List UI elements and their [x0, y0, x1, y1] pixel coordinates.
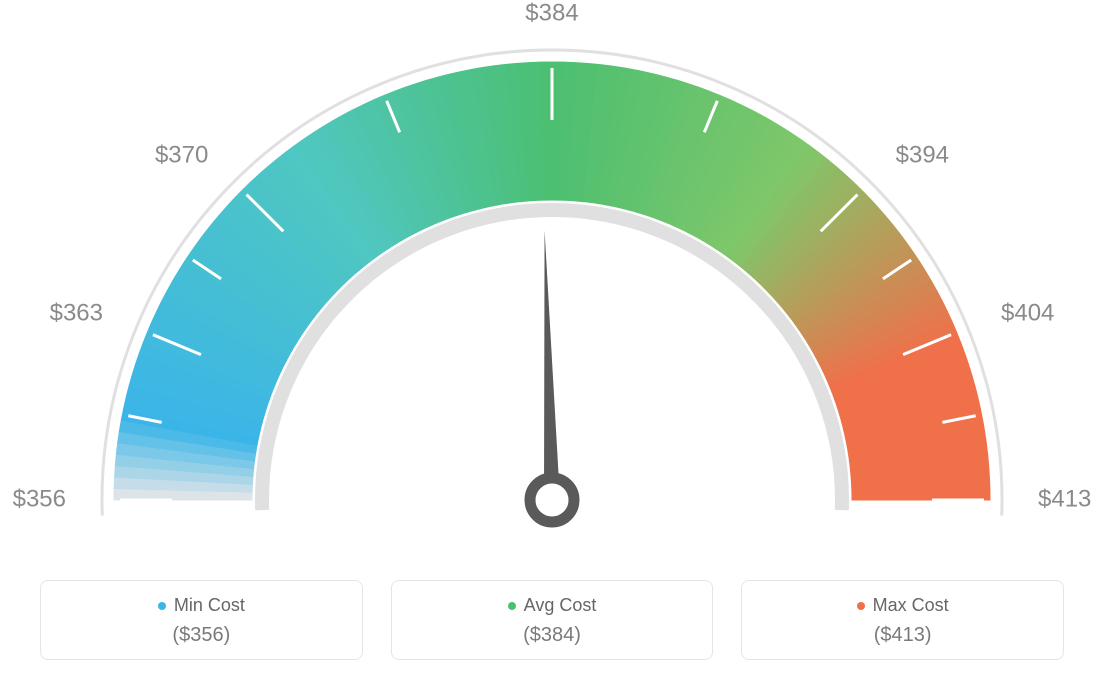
svg-text:$363: $363 [50, 299, 103, 326]
dot-icon [508, 602, 516, 610]
legend-value-max: ($413) [752, 624, 1053, 647]
gauge-svg: $356 $363 $370 $384 $394 $404 $413 [0, 0, 1104, 560]
legend-title-text: Avg Cost [524, 595, 597, 616]
svg-text:$404: $404 [1001, 299, 1054, 326]
dot-icon [158, 602, 166, 610]
svg-text:$356: $356 [13, 485, 66, 512]
legend-title-avg: Avg Cost [508, 595, 597, 616]
legend-value-min: ($356) [51, 624, 352, 647]
legend-title-text: Min Cost [174, 595, 245, 616]
svg-text:$384: $384 [525, 0, 578, 26]
dot-icon [857, 602, 865, 610]
legend-title-max: Max Cost [857, 595, 949, 616]
svg-text:$394: $394 [896, 142, 949, 169]
svg-text:$370: $370 [155, 142, 208, 169]
gauge-chart: $356 $363 $370 $384 $394 $404 $413 [0, 0, 1104, 560]
legend-card-avg: Avg Cost ($384) [391, 580, 714, 660]
legend-card-min: Min Cost ($356) [40, 580, 363, 660]
legend-title-text: Max Cost [873, 595, 949, 616]
legend-card-max: Max Cost ($413) [741, 580, 1064, 660]
legend-row: Min Cost ($356) Avg Cost ($384) Max Cost… [40, 580, 1064, 660]
svg-text:$413: $413 [1038, 485, 1091, 512]
legend-value-avg: ($384) [402, 624, 703, 647]
legend-title-min: Min Cost [158, 595, 245, 616]
